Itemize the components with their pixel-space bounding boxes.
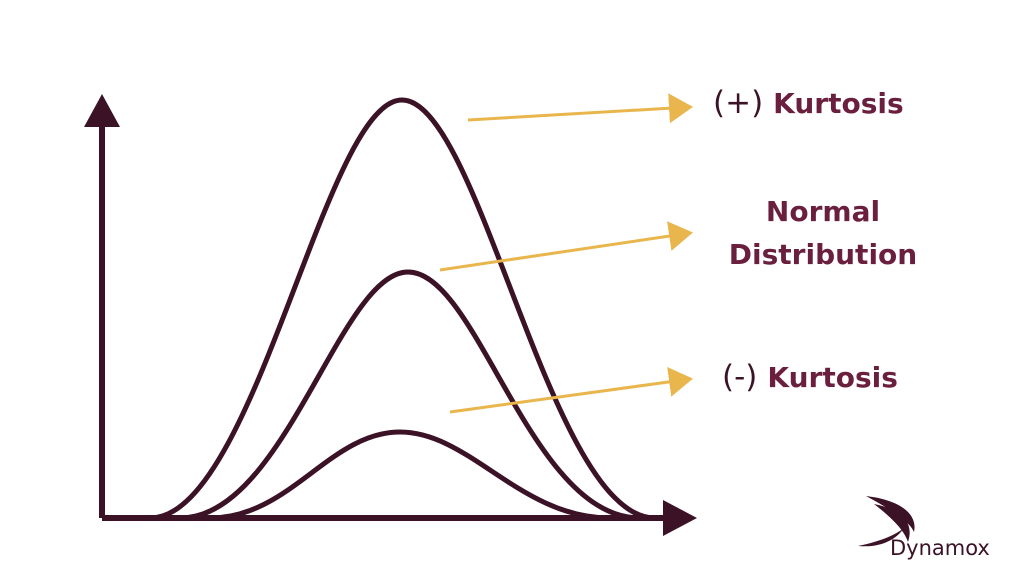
positive-sign: (+) (713, 85, 764, 121)
negative-kurtosis-label: (-) Kurtosis (722, 362, 898, 393)
x-axis-arrowhead (663, 500, 697, 536)
dynamox-logo-text: Dynamox (890, 536, 990, 560)
negative-sign: (-) (722, 359, 758, 395)
negative-kurtosis-curve (207, 429, 613, 521)
positive-kurtosis-word: Kurtosis (773, 87, 904, 120)
positive-kurtosis-curve (147, 97, 658, 521)
positive-kurtosis-pointer-arrow (467, 93, 693, 124)
negative-kurtosis-word: Kurtosis (767, 361, 898, 394)
normal-distribution-label: Normal Distribution (726, 190, 920, 276)
normal-distribution-line1: Normal (765, 195, 881, 228)
y-axis-arrowhead (84, 94, 120, 127)
negative-kurtosis-pointer-arrow (449, 367, 693, 414)
normal-distribution-curve (177, 269, 643, 521)
normal-distribution-line2: Distribution (728, 238, 918, 271)
dynamox-swoosh-icon (858, 496, 915, 547)
positive-kurtosis-label: (+) Kurtosis (713, 88, 904, 119)
normal-distribution-pointer-arrow (439, 221, 693, 272)
